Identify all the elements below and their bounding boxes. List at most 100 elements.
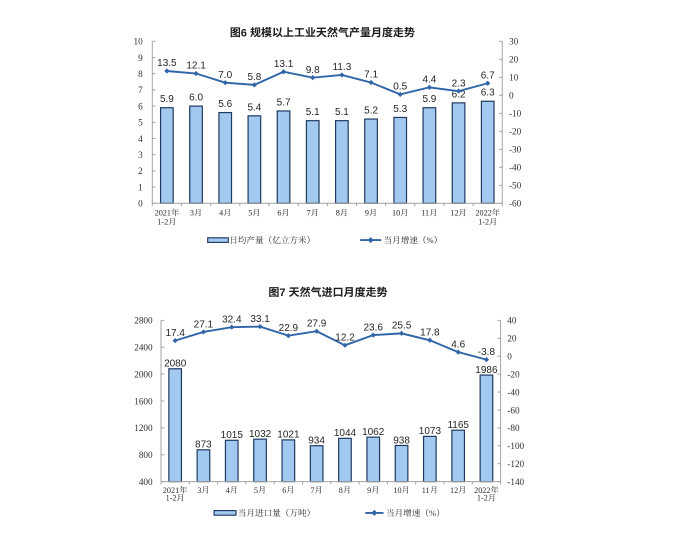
svg-text:9: 9 (138, 53, 143, 63)
svg-text:20: 20 (507, 334, 517, 344)
svg-text:2: 2 (138, 166, 143, 176)
svg-text:400: 400 (139, 477, 153, 487)
svg-text:6.2: 6.2 (452, 89, 466, 100)
svg-text:1: 1 (138, 182, 143, 192)
svg-text:10: 10 (392, 209, 400, 218)
svg-text:5.9: 5.9 (422, 94, 436, 105)
svg-text:%: % (427, 235, 434, 245)
svg-text:12.1: 12.1 (186, 61, 206, 72)
svg-text:2000: 2000 (134, 369, 153, 379)
svg-text:4.4: 4.4 (422, 75, 436, 86)
svg-text:8: 8 (339, 486, 343, 495)
svg-text:6: 6 (241, 27, 247, 39)
svg-text:1-2: 1-2 (166, 494, 177, 503)
svg-text:873: 873 (195, 440, 212, 451)
svg-text:6: 6 (282, 486, 286, 495)
svg-text:-60: -60 (509, 199, 522, 209)
svg-text:9: 9 (367, 486, 371, 495)
svg-text:1021: 1021 (277, 430, 300, 441)
svg-text:2400: 2400 (134, 343, 153, 353)
svg-text:5.7: 5.7 (277, 98, 291, 109)
svg-text:0: 0 (509, 91, 514, 101)
svg-text:800: 800 (139, 450, 153, 460)
svg-text:-20: -20 (509, 127, 522, 137)
svg-text:4: 4 (226, 486, 230, 495)
svg-text:1015: 1015 (221, 430, 244, 441)
svg-text:5.1: 5.1 (306, 107, 320, 118)
svg-text:17.8: 17.8 (420, 328, 440, 339)
svg-text:4: 4 (219, 209, 223, 218)
svg-text:1073: 1073 (419, 426, 442, 437)
svg-text:934: 934 (308, 436, 325, 447)
svg-text:-10: -10 (509, 109, 522, 119)
svg-text:-80: -80 (507, 423, 520, 433)
svg-text:2.3: 2.3 (452, 78, 466, 89)
svg-text:10: 10 (134, 37, 144, 47)
svg-text:8: 8 (336, 209, 340, 218)
svg-text:5: 5 (138, 118, 143, 128)
svg-text:3: 3 (190, 209, 194, 218)
svg-text:-30: -30 (509, 145, 522, 155)
svg-text:1062: 1062 (362, 427, 385, 438)
svg-text:3: 3 (138, 150, 143, 160)
svg-text:12: 12 (450, 209, 458, 218)
svg-text:10: 10 (393, 486, 401, 495)
svg-text:6: 6 (138, 101, 143, 111)
svg-text:4: 4 (138, 134, 143, 144)
svg-text:%: % (429, 508, 436, 518)
svg-text:5.6: 5.6 (218, 99, 232, 110)
svg-text:7.0: 7.0 (218, 70, 232, 81)
svg-text:12: 12 (450, 486, 458, 495)
svg-text:1986: 1986 (475, 365, 498, 376)
svg-text:1-2: 1-2 (477, 494, 488, 503)
svg-text:4.6: 4.6 (451, 339, 465, 350)
svg-text:-60: -60 (507, 405, 520, 415)
svg-text:27.9: 27.9 (307, 319, 327, 330)
svg-text:6.3: 6.3 (481, 88, 495, 99)
svg-text:0: 0 (138, 199, 143, 209)
svg-text:1-2: 1-2 (478, 218, 489, 227)
svg-text:12.2: 12.2 (335, 333, 355, 344)
svg-text:-3.8: -3.8 (478, 347, 496, 358)
svg-text:1044: 1044 (334, 428, 357, 439)
svg-text:6: 6 (277, 209, 281, 218)
svg-text:13.5: 13.5 (157, 58, 177, 69)
svg-text:0.5: 0.5 (393, 82, 407, 93)
svg-text:-50: -50 (509, 181, 522, 191)
svg-text:-120: -120 (507, 459, 524, 469)
svg-text:7: 7 (138, 85, 143, 95)
svg-text:3: 3 (197, 486, 201, 495)
svg-text:-100: -100 (507, 441, 524, 451)
svg-text:33.1: 33.1 (250, 314, 270, 325)
svg-text:23.6: 23.6 (363, 322, 383, 333)
svg-text:1032: 1032 (249, 429, 272, 440)
svg-text:0: 0 (507, 352, 512, 362)
svg-text:-20: -20 (507, 369, 520, 379)
svg-text:5.8: 5.8 (247, 72, 261, 83)
svg-text:10: 10 (509, 73, 519, 83)
svg-text:30: 30 (509, 37, 519, 47)
svg-text:1-2: 1-2 (157, 218, 168, 227)
svg-text:20: 20 (509, 55, 519, 65)
svg-text:-40: -40 (509, 163, 522, 173)
svg-text:5.3: 5.3 (393, 104, 407, 115)
svg-text:1600: 1600 (134, 396, 153, 406)
svg-text:1165: 1165 (447, 420, 469, 431)
svg-text:8: 8 (138, 69, 143, 79)
svg-text:9: 9 (365, 209, 369, 218)
svg-text:5: 5 (248, 209, 252, 218)
svg-text:2021: 2021 (155, 209, 171, 218)
svg-text:2022: 2022 (475, 209, 491, 218)
svg-text:5.4: 5.4 (247, 102, 261, 113)
svg-text:40: 40 (507, 316, 517, 326)
svg-text:1200: 1200 (134, 423, 153, 433)
svg-text:13.1: 13.1 (274, 59, 294, 70)
svg-text:5: 5 (254, 486, 258, 495)
svg-text:6.7: 6.7 (481, 70, 495, 81)
svg-text:6.0: 6.0 (189, 93, 203, 104)
svg-text:25.5: 25.5 (392, 321, 412, 332)
svg-text:2021: 2021 (163, 486, 179, 495)
svg-text:5.2: 5.2 (364, 106, 378, 117)
svg-text:22.9: 22.9 (279, 323, 299, 334)
svg-text:7.1: 7.1 (364, 70, 378, 81)
